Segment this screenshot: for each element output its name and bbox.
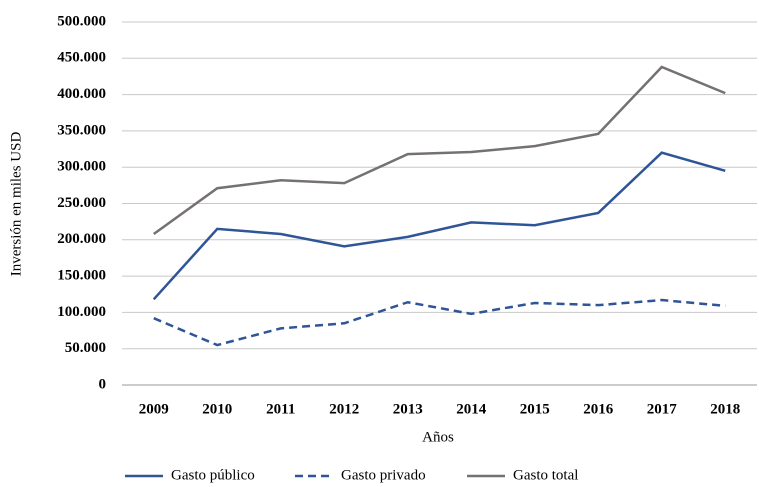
line-series: [153, 298, 726, 347]
y-tick-label: 50.000: [65, 340, 106, 356]
line-series: [153, 65, 726, 236]
y-tick-label: 200.000: [57, 231, 106, 247]
legend-label: Gasto público: [171, 467, 255, 483]
y-axis-label: Inversión en miles USD: [8, 132, 24, 277]
x-tick-label: 2015: [520, 401, 550, 417]
y-tick-label: 250.000: [57, 195, 106, 211]
y-tick-label: 400.000: [57, 86, 106, 102]
x-axis-label: Años: [422, 429, 454, 445]
x-tick-label: 2009: [139, 401, 169, 417]
x-tick-label: 2010: [202, 401, 232, 417]
y-tick-label: 150.000: [57, 268, 106, 284]
y-tick-label: 450.000: [57, 50, 106, 66]
line-series: [152, 151, 726, 301]
legend-label: Gasto total: [513, 467, 578, 483]
y-tick-label: 0: [99, 376, 107, 392]
x-tick-label: 2018: [710, 401, 740, 417]
x-tick-label: 2017: [647, 401, 678, 417]
x-tick-label: 2013: [393, 401, 423, 417]
y-tick-label: 500.000: [57, 13, 106, 29]
x-tick-label: 2012: [329, 401, 359, 417]
y-tick-label: 100.000: [57, 304, 106, 320]
x-tick-label: 2014: [456, 401, 487, 417]
y-tick-label: 300.000: [57, 159, 106, 175]
x-tick-label: 2016: [583, 401, 614, 417]
x-tick-label: 2011: [266, 401, 295, 417]
legend-label: Gasto privado: [341, 467, 426, 483]
y-tick-label: 350.000: [57, 122, 106, 138]
